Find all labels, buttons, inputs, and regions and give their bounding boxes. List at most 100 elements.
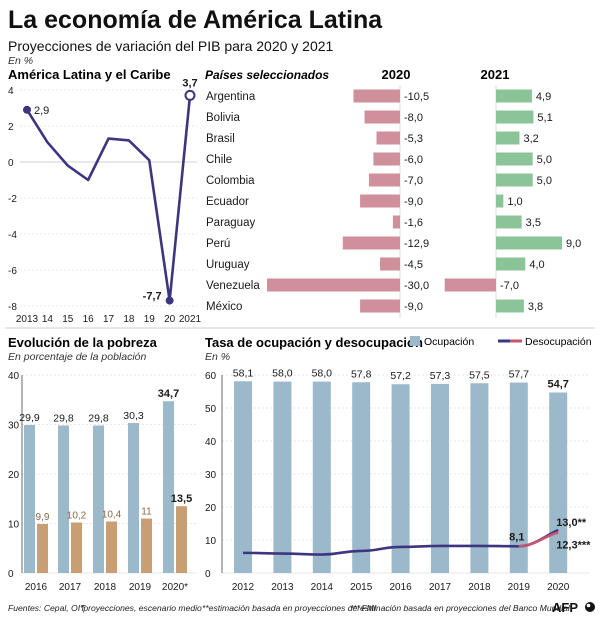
region-y-tick-label: 2	[8, 122, 14, 133]
footer-note-2: **estimación basada en proyecciones del …	[202, 603, 377, 613]
employment-x-tick-label: 2014	[311, 582, 334, 593]
footer-sources: Fuentes: Cepal, OIT	[8, 603, 86, 613]
bar-2020	[360, 194, 400, 208]
poverty-chart-title: Evolución de la pobreza	[8, 335, 158, 350]
occupation-bar-label: 58,0	[272, 368, 293, 380]
poverty-bar	[93, 425, 104, 573]
region-x-tick-label: 15	[62, 314, 74, 325]
occupation-bar	[549, 392, 568, 573]
occupation-bar	[312, 381, 331, 573]
country-label: Venezuela	[206, 280, 260, 292]
country-label: Argentina	[206, 91, 256, 103]
unemployment-label-2019: 8,1	[509, 531, 524, 543]
poverty-bar	[58, 425, 69, 573]
bar-2020	[353, 89, 400, 103]
bar-2021-label: 5,0	[537, 175, 552, 187]
occupation-bar	[234, 381, 252, 573]
country-label: Chile	[206, 154, 232, 166]
employment-y-tick-label: 40	[205, 437, 217, 448]
country-label: Colombia	[206, 175, 255, 187]
poverty-x-tick-label: 2017	[59, 582, 82, 593]
bar-2020-label: -4,5	[404, 259, 423, 271]
bar-2020-label: -1,6	[404, 217, 423, 229]
employment-y-tick-label: 10	[205, 536, 217, 547]
bar-2021-label: -7,0	[500, 280, 519, 292]
extreme-poverty-bar	[176, 506, 187, 573]
region-chart-title: América Latina y el Caribe	[8, 67, 171, 82]
poverty-chart-subtitle: En porcentaje de la población	[8, 351, 147, 363]
country-label: Brasil	[206, 133, 235, 145]
poverty-y-tick-label: 30	[8, 421, 20, 432]
legend-label-ocupacion: Ocupación	[424, 336, 474, 348]
poverty-bar	[163, 401, 174, 573]
region-x-tick-label: 19	[144, 314, 156, 325]
occupation-bar-label: 57,5	[469, 369, 490, 381]
footer-note-3: ***estimación basada en proyecciones del…	[350, 603, 571, 613]
employment-x-tick-label: 2018	[468, 582, 491, 593]
bar-2021-label: 3,2	[523, 133, 538, 145]
extreme-poverty-bar-label: 13,5	[171, 493, 192, 505]
region-x-tick-label: 2021	[179, 314, 202, 325]
bar-2021-label: 3,8	[528, 301, 543, 313]
bar-2021	[496, 131, 520, 145]
series-header-2020: 2020	[382, 67, 411, 82]
afp-logo-mark	[585, 602, 595, 612]
bar-2020	[267, 278, 400, 292]
bar-2020	[368, 173, 400, 187]
bar-2021-label: 1,0	[507, 196, 522, 208]
bar-2020	[342, 236, 400, 250]
poverty-bar	[128, 423, 139, 573]
bar-2020-label: -8,0	[404, 112, 423, 124]
region-y-tick-label: -8	[8, 302, 17, 313]
employment-chart-title: Tasa de ocupación y desocupación	[205, 335, 423, 350]
unemployment-line	[242, 544, 519, 556]
bar-2020	[364, 110, 400, 124]
bar-2021	[496, 110, 534, 124]
poverty-bar-chart: 0 10 20 30 40 29,9 9,9 2016 29,8 10,2 2017 29,8 10,4…	[8, 371, 196, 593]
bar-2021-label: 4,0	[529, 259, 544, 271]
occupation-bar-label: 58,1	[233, 367, 254, 379]
bar-2021	[496, 173, 533, 187]
bar-2021-label: 5,0	[537, 154, 552, 166]
employment-x-tick-label: 2017	[429, 582, 452, 593]
region-y-tick-label: -6	[8, 266, 17, 277]
poverty-bar-label: 29,8	[88, 412, 109, 424]
employment-y-tick-label: 60	[205, 371, 217, 382]
region-point-2020	[165, 296, 174, 305]
bar-2021	[496, 215, 522, 229]
employment-y-tick-label: 50	[205, 404, 217, 415]
employment-y-tick-label: 0	[205, 569, 211, 580]
bar-2021-label: 9,0	[566, 238, 581, 250]
bar-2020	[373, 152, 400, 166]
extreme-poverty-bar-label: 10,4	[102, 510, 122, 521]
poverty-x-tick-label: 2019	[129, 582, 152, 593]
employment-chart: 0 10 20 30 40 50 60 58,1 2012 58,0 2013 58,0 2014 57,…	[205, 367, 591, 593]
employment-chart-subtitle: En %	[205, 351, 230, 363]
occupation-bar	[509, 382, 528, 573]
bar-2020-label: -30,0	[404, 280, 429, 292]
extreme-poverty-bar	[37, 523, 48, 573]
country-label: Paraguay	[206, 217, 255, 229]
region-data-label-2013: 2,9	[34, 105, 49, 117]
region-y-tick-label: 4	[8, 86, 14, 97]
bar-2020-label: -6,0	[404, 154, 423, 166]
poverty-y-tick-label: 20	[8, 470, 20, 481]
bar-2020	[380, 257, 400, 271]
country-label: México	[206, 301, 242, 313]
occupation-bar	[470, 383, 489, 573]
region-point-2021	[184, 89, 196, 101]
poverty-bar-label: 34,7	[158, 388, 179, 400]
region-x-tick-label: 20	[164, 314, 176, 325]
bar-2020-label: -7,0	[404, 175, 423, 187]
employment-x-tick-label: 2013	[271, 582, 294, 593]
country-label: Bolivia	[206, 112, 240, 124]
occupation-bar	[352, 382, 371, 573]
employment-y-tick-label: 30	[205, 470, 217, 481]
region-y-tick-label: -2	[8, 194, 17, 205]
bar-2021	[496, 152, 533, 166]
poverty-bar-label: 29,9	[19, 412, 40, 424]
unemployment-label-2020: 13,0**	[556, 517, 587, 529]
poverty-bar-label: 30,3	[123, 410, 144, 422]
